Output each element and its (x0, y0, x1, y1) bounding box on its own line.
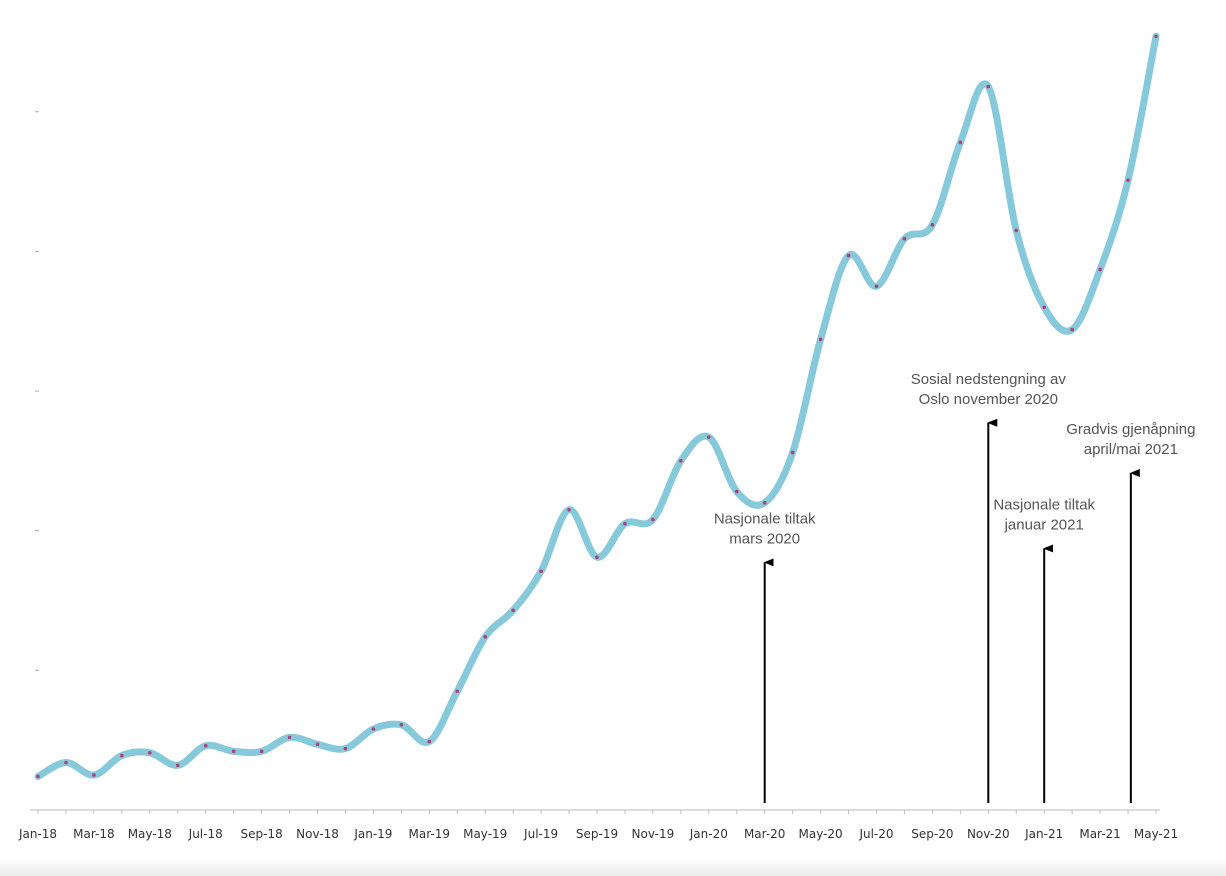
data-point (92, 773, 96, 777)
data-point (1042, 305, 1046, 310)
data-point (259, 749, 264, 754)
data-point (790, 450, 795, 455)
x-tick-label: Nov-18 (296, 827, 339, 841)
annotation-label: Sosial nedstengning av (911, 371, 1067, 388)
x-tick-label: Nov-20 (967, 827, 1010, 841)
x-tick-label: Nov-19 (632, 827, 675, 841)
data-point (343, 746, 348, 751)
data-point (930, 223, 935, 227)
data-point (427, 739, 432, 744)
x-tick-label: Jan-18 (18, 827, 57, 841)
data-point (315, 742, 320, 747)
data-point (679, 459, 683, 463)
x-tick-label: Mar-20 (744, 827, 785, 841)
x-tick-label: Jul-19 (523, 827, 558, 841)
x-tick-label: Jan-21 (1024, 827, 1063, 841)
data-point (287, 735, 292, 740)
data-point (651, 517, 655, 522)
data-point (539, 569, 543, 573)
data-point (874, 284, 879, 289)
x-tick-label: Jul-18 (188, 827, 223, 841)
data-point (902, 237, 907, 241)
data-point (1126, 178, 1130, 182)
x-tick-label: Sep-18 (240, 827, 282, 841)
data-point (707, 435, 711, 439)
data-point (1014, 228, 1019, 233)
annotation-label: januar 2021 (1004, 516, 1084, 533)
data-point (1154, 34, 1158, 39)
data-point (371, 727, 376, 731)
data-point (231, 749, 236, 754)
annotation-label: Nasjonale tiltak (714, 510, 816, 527)
data-point (175, 763, 180, 768)
x-tick-label: May-18 (128, 827, 172, 841)
data-point (148, 750, 152, 755)
annotation-label: april/mai 2021 (1084, 441, 1178, 458)
data-point (623, 521, 627, 526)
annotation-label: mars 2020 (729, 530, 800, 547)
data-point (734, 489, 739, 494)
data-point (64, 760, 68, 765)
data-point (958, 140, 963, 145)
annotation-label: Gradvis gjenåpning (1066, 421, 1195, 438)
data-point (455, 689, 460, 694)
x-tick-label: Jan-20 (689, 827, 728, 841)
x-tick-label: Jul-20 (858, 827, 893, 841)
data-point (846, 253, 851, 258)
data-point (595, 555, 599, 560)
x-tick-label: Mar-19 (409, 827, 450, 841)
data-point (986, 84, 991, 89)
annotation-label: Oslo november 2020 (919, 391, 1058, 408)
x-tick-label: May-21 (1134, 827, 1178, 841)
data-point (399, 723, 404, 727)
data-point (818, 337, 823, 342)
data-point (511, 608, 515, 613)
x-tick-label: Sep-19 (576, 827, 618, 841)
x-tick-label: Sep-20 (911, 827, 953, 841)
x-tick-label: May-20 (798, 827, 842, 841)
x-tick-label: Jan-19 (353, 827, 392, 841)
bottom-band (0, 858, 1226, 876)
data-point (120, 753, 124, 758)
data-point (1070, 327, 1074, 332)
data-point (1098, 267, 1102, 272)
x-tick-label: May-19 (463, 827, 507, 841)
x-tick-label: Mar-18 (73, 827, 114, 841)
data-point (762, 500, 767, 505)
x-tick-label: Mar-21 (1079, 827, 1120, 841)
annotation-label: Nasjonale tiltak (993, 496, 1095, 513)
data-point (483, 635, 488, 639)
data-point (567, 507, 571, 512)
data-point (36, 774, 40, 779)
data-point (203, 743, 208, 748)
